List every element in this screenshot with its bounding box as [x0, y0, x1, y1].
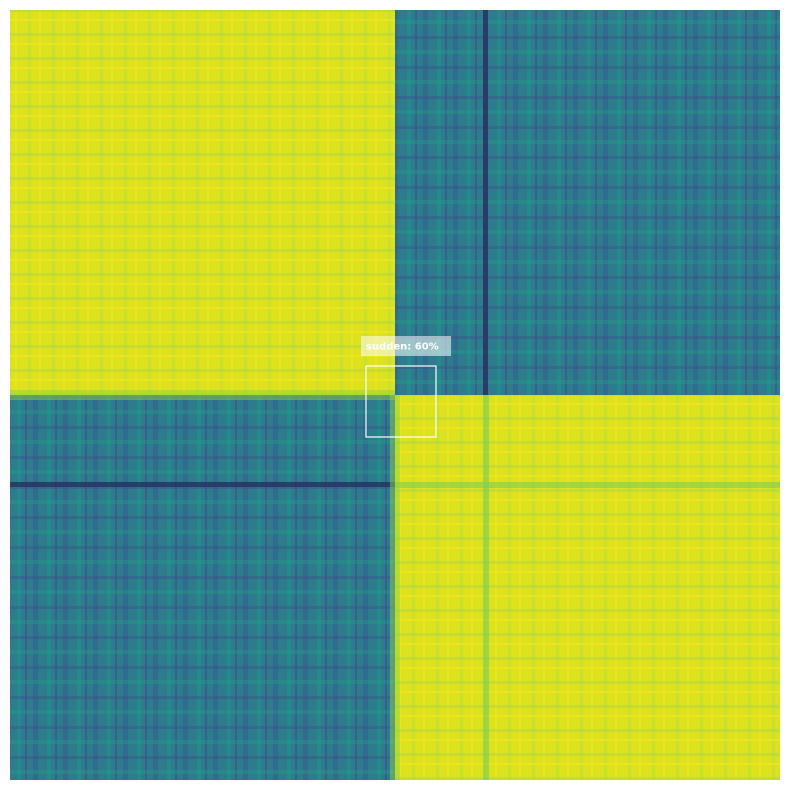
dark-stripe [483, 10, 488, 395]
light-stripe [483, 395, 489, 780]
light-stripe [395, 482, 780, 488]
detection: sudden: 60% [361, 336, 451, 438]
label-background [361, 336, 451, 356]
quadrant-bottom-left [10, 395, 395, 780]
bounding-box [365, 365, 437, 438]
quadrant-bottom-right [395, 395, 780, 780]
quadrant-top-right [395, 10, 780, 395]
edge-blend [390, 395, 400, 780]
edge-blend [10, 390, 395, 400]
quadrant-top-left [10, 10, 395, 395]
dark-stripe [10, 482, 395, 487]
detection-label: sudden: 60% [366, 342, 439, 353]
heatmap [10, 10, 780, 780]
